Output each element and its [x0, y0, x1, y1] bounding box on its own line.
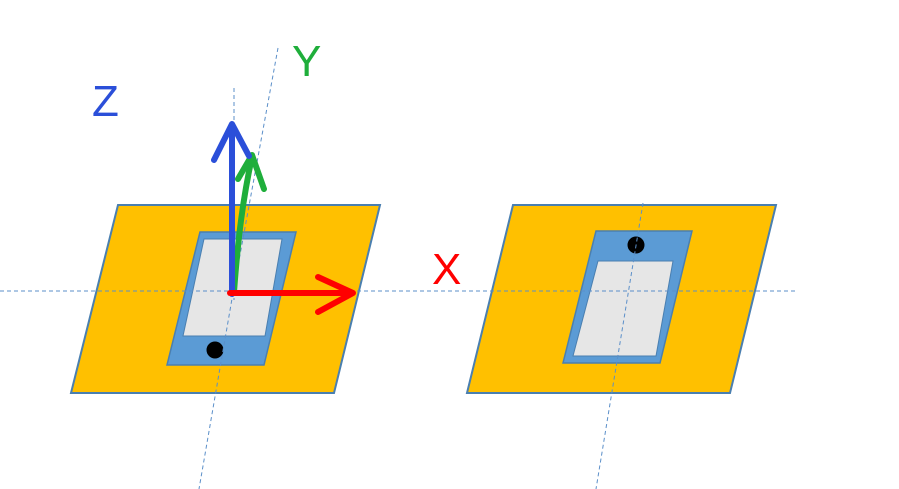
- y-axis-arrow: [231, 154, 255, 295]
- x-axis-label: X: [432, 245, 461, 294]
- right-assembly: [465, 204, 778, 394]
- z-axis-label: Z: [92, 77, 119, 126]
- y-axis-guide-lower: [198, 292, 234, 489]
- z-axis-arrowhead: [211, 121, 252, 163]
- left-assembly: [69, 204, 382, 394]
- y-axis-label: Y: [292, 37, 321, 86]
- y-axis-arrowhead: [235, 152, 267, 192]
- right-device-screen: [572, 260, 674, 357]
- left-marker-dot: [206, 341, 224, 359]
- right-y-guide: [595, 202, 644, 489]
- axis-arrows: [211, 121, 356, 315]
- x-axis-arrowhead: [315, 274, 356, 315]
